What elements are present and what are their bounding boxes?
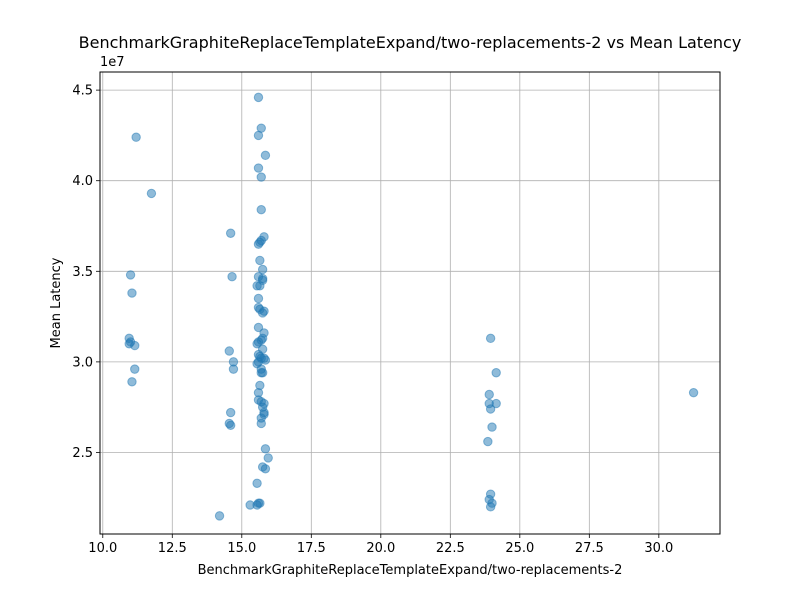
- data-point: [252, 281, 262, 291]
- data-point: [253, 130, 264, 141]
- data-point: [252, 478, 262, 488]
- data-point: [487, 422, 497, 432]
- y-tick-label: 2.5: [72, 446, 93, 461]
- data-point: [146, 188, 157, 199]
- data-point: [252, 500, 262, 510]
- data-point: [127, 377, 137, 387]
- data-point: [253, 322, 264, 333]
- data-point: [225, 407, 236, 418]
- data-point: [263, 453, 273, 463]
- data-point: [253, 239, 264, 249]
- data-point: [260, 464, 271, 474]
- x-tick-label: 25.0: [505, 541, 534, 556]
- grid: [100, 72, 720, 534]
- data-point: [253, 293, 264, 304]
- x-tick-label: 10.0: [88, 541, 117, 556]
- data-point: [483, 436, 493, 447]
- data-point: [131, 132, 141, 142]
- data-point: [224, 346, 234, 356]
- data-point: [252, 339, 262, 349]
- data-point: [225, 228, 236, 238]
- data-point: [491, 398, 501, 409]
- data-point: [255, 255, 265, 266]
- data-point: [127, 288, 137, 298]
- y-tick-label: 3.5: [72, 265, 93, 280]
- y-axis-ticks: 2.5 3.0 3.5 4.0 4.5: [72, 84, 100, 461]
- plot-area-frame: [99, 71, 721, 535]
- data-point: [214, 511, 225, 521]
- x-tick-label: 17.5: [297, 541, 326, 556]
- x-tick-label: 27.5: [575, 541, 604, 556]
- data-point: [260, 444, 271, 454]
- data-point: [130, 340, 140, 351]
- data-point: [485, 333, 496, 344]
- data-point: [125, 270, 136, 280]
- data-point: [256, 204, 266, 215]
- data-point: [253, 92, 264, 103]
- data-point: [257, 264, 268, 275]
- chart-title: BenchmarkGraphiteReplaceTemplateExpand/t…: [79, 33, 742, 52]
- x-axis-ticks: 10.0 12.5 15.0 17.5 20.0 22.5 25.0 27.5 30.0: [88, 534, 673, 556]
- data-points: [124, 92, 699, 521]
- y-axis-offset-label: 1e7: [100, 55, 125, 70]
- x-tick-label: 22.5: [436, 541, 465, 556]
- data-point: [485, 404, 496, 414]
- data-point: [227, 272, 237, 282]
- y-tick-label: 4.5: [72, 84, 93, 99]
- y-tick-label: 4.0: [72, 174, 93, 189]
- data-point: [491, 368, 501, 378]
- data-point: [228, 364, 239, 374]
- x-tick-label: 12.5: [158, 541, 187, 556]
- data-point: [225, 420, 236, 430]
- data-point: [484, 389, 494, 400]
- x-tick-label: 20.0: [366, 541, 395, 556]
- x-axis-label: BenchmarkGraphiteReplaceTemplateExpand/t…: [198, 563, 623, 578]
- data-point: [257, 368, 268, 378]
- data-point: [260, 150, 271, 161]
- y-tick-label: 3.0: [72, 355, 93, 370]
- data-point: [253, 163, 264, 173]
- data-point: [256, 172, 266, 182]
- y-axis-label: Mean Latency: [49, 257, 64, 348]
- data-point: [688, 387, 699, 398]
- data-point: [257, 308, 268, 318]
- data-point: [130, 364, 140, 374]
- x-tick-label: 15.0: [227, 541, 256, 556]
- x-tick-label: 30.0: [644, 541, 673, 556]
- data-point: [485, 502, 496, 512]
- data-point: [256, 418, 266, 429]
